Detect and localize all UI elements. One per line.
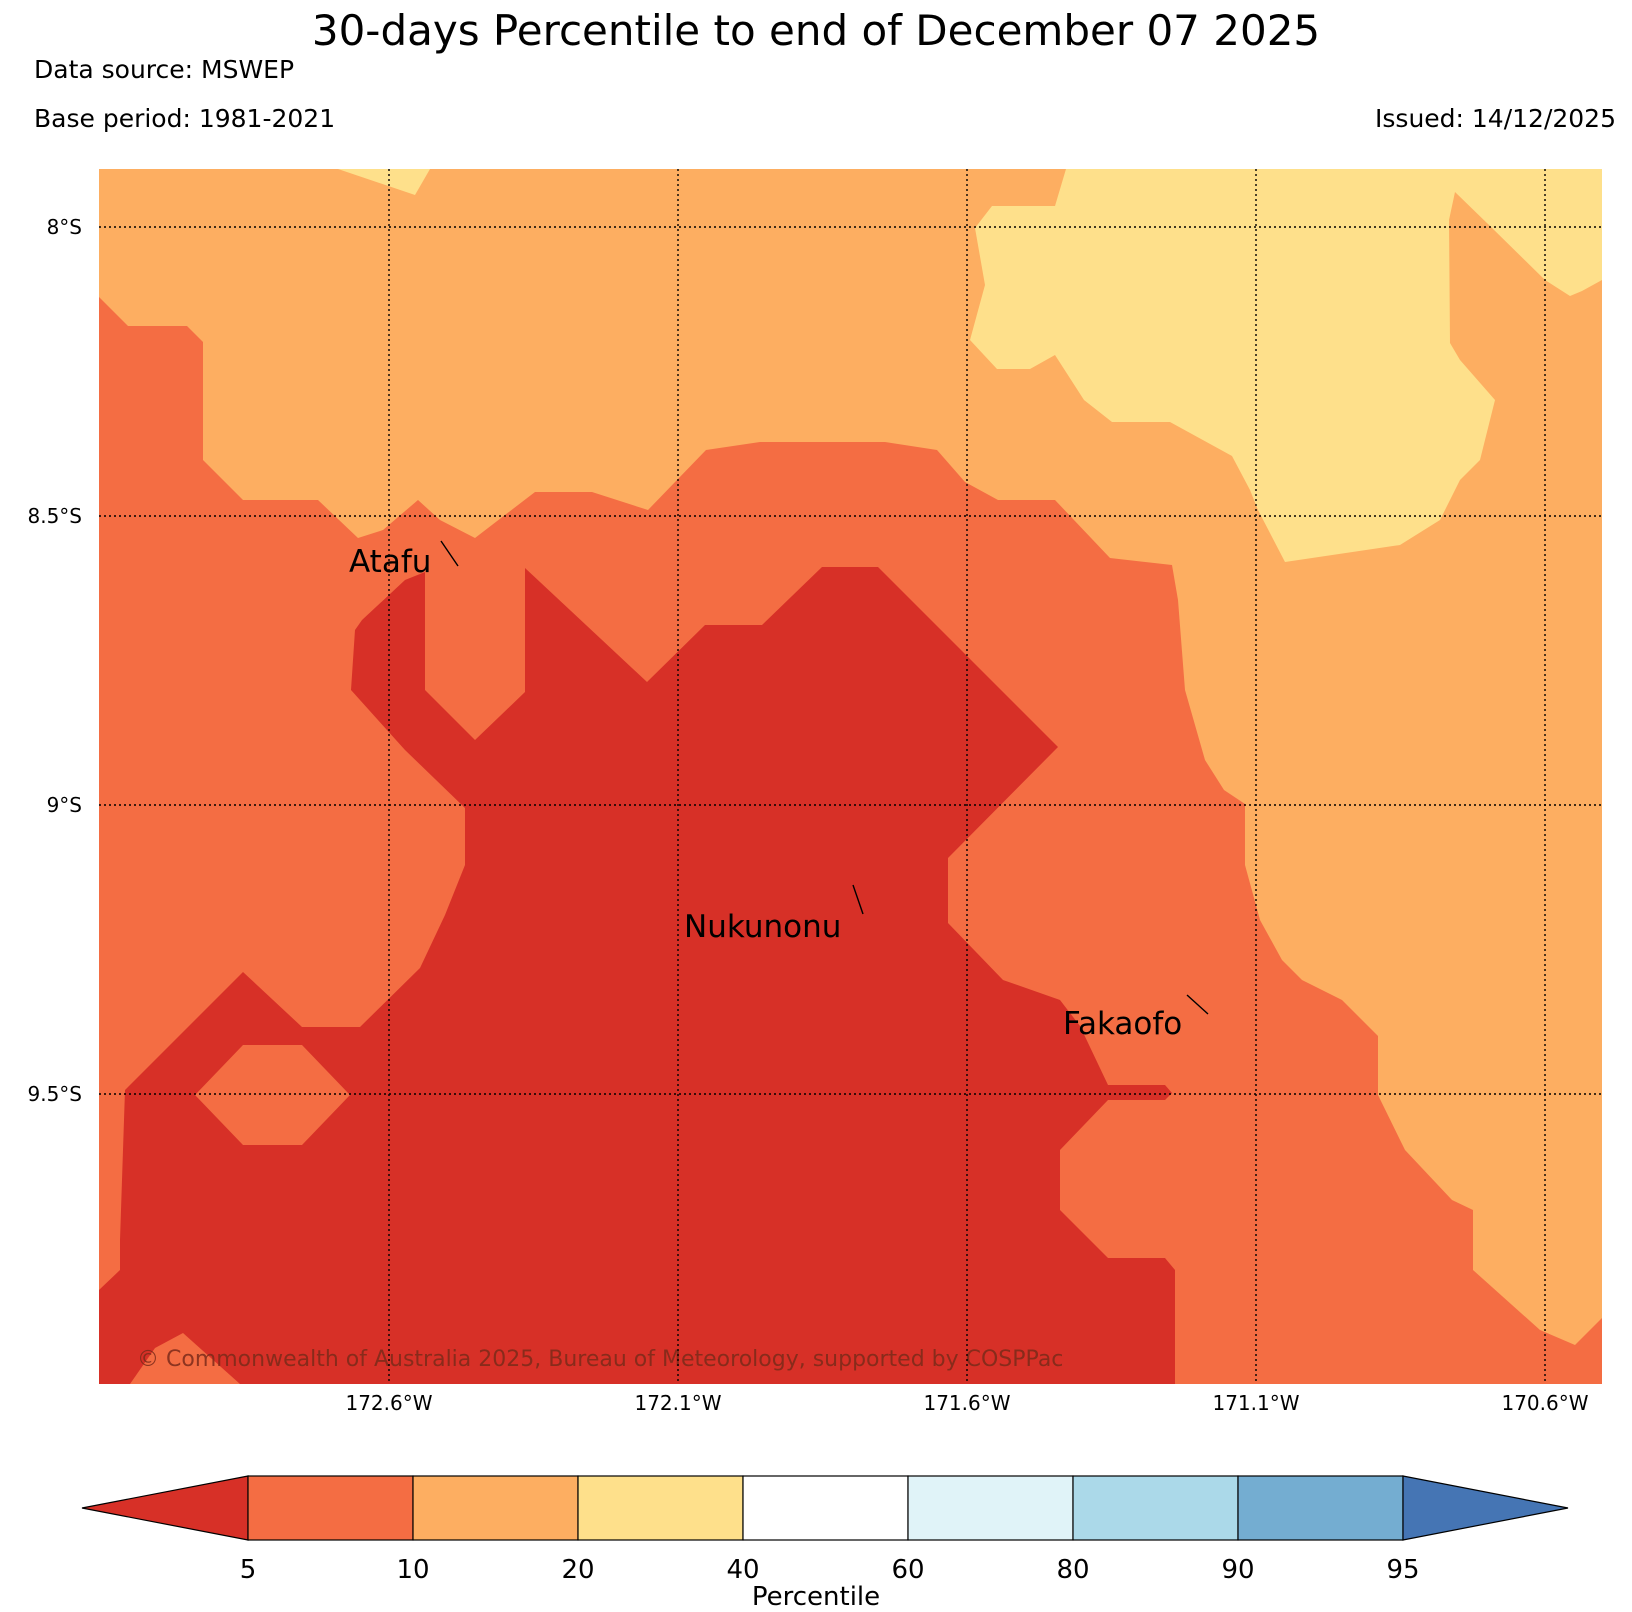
region-5-10-bottom-left xyxy=(130,1333,240,1384)
colorbar-tick-95: 95 xyxy=(1386,1555,1420,1585)
colorbar-cell-40-60 xyxy=(742,1475,909,1541)
colorbar-cell-5-10 xyxy=(247,1475,414,1541)
lat-tick-9-5s: 9.5°S xyxy=(27,1082,82,1106)
colorbar-tick-10: 10 xyxy=(396,1555,430,1585)
page-title: 30-days Percentile to end of December 07… xyxy=(311,6,1321,55)
lon-tick-170-6w: 170.6°W xyxy=(1501,1391,1589,1415)
map-plot-area: © Commonwealth of Australia 2025, Bureau… xyxy=(99,169,1602,1384)
colorbar-tick-60: 60 xyxy=(891,1555,925,1585)
data-source: Data source: MSWEP xyxy=(34,55,295,84)
gridlines xyxy=(99,169,1602,1384)
colorbar-cell-10-20 xyxy=(412,1475,579,1541)
nukunonu-leader-line xyxy=(852,884,864,915)
colorbar-title: Percentile xyxy=(751,1582,881,1612)
lat-tick-8s: 8°S xyxy=(46,215,82,239)
lon-tick-171-6w: 171.6°W xyxy=(923,1391,1011,1415)
colorbar xyxy=(81,1475,1569,1541)
colorbar-extend-high xyxy=(1402,1475,1569,1541)
region-20-40-north xyxy=(338,169,430,195)
lat-tick-8-5s: 8.5°S xyxy=(27,504,82,528)
colorbar-tick-20: 20 xyxy=(561,1555,595,1585)
lon-tick-171-1w: 171.1°W xyxy=(1212,1391,1300,1415)
lon-tick-172-6w: 172.6°W xyxy=(345,1391,433,1415)
colorbar-cell-60-80 xyxy=(907,1475,1074,1541)
place-label-fakaofo: Fakaofo xyxy=(1063,1006,1182,1042)
colorbar-tick-5: 5 xyxy=(239,1555,257,1585)
issued-date: Issued: 14/12/2025 xyxy=(1375,104,1616,133)
colorbar-tick-40: 40 xyxy=(726,1555,760,1585)
colorbar-extend-low xyxy=(81,1475,249,1541)
place-label-nukunonu: Nukunonu xyxy=(684,909,841,945)
copyright-notice: © Commonwealth of Australia 2025, Bureau… xyxy=(137,1347,1063,1372)
region-5-10-enclave xyxy=(195,1045,350,1145)
atafu-leader-line xyxy=(440,540,459,567)
lon-tick-172-1w: 172.1°W xyxy=(634,1391,722,1415)
lat-tick-9s: 9°S xyxy=(46,793,82,817)
colorbar-cell-80-90 xyxy=(1072,1475,1239,1541)
region-lt5 xyxy=(99,567,1175,1384)
colorbar-cell-90-95 xyxy=(1237,1475,1404,1541)
colorbar-cell-20-40 xyxy=(577,1475,744,1541)
base-period: Base period: 1981-2021 xyxy=(34,104,336,133)
region-20-40-northeast xyxy=(970,169,1602,562)
colorbar-tick-80: 80 xyxy=(1056,1555,1090,1585)
place-leaders xyxy=(440,540,1209,1015)
colorbar-tick-90: 90 xyxy=(1221,1555,1255,1585)
place-label-atafu: Atafu xyxy=(349,544,431,580)
fakaofo-leader-line xyxy=(1186,994,1209,1015)
